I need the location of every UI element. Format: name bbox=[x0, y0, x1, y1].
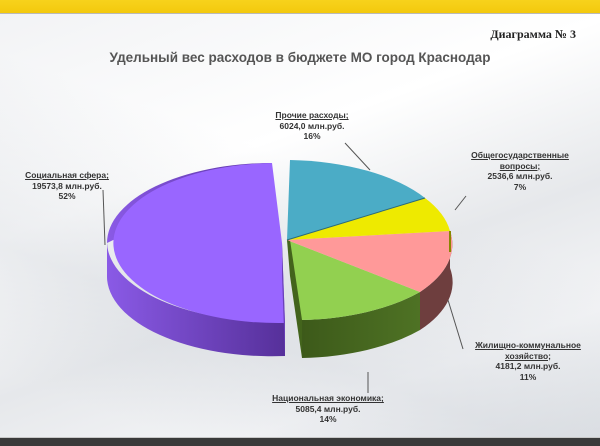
leader-lines bbox=[102, 142, 467, 393]
label-economy-pct: 14% bbox=[319, 414, 337, 424]
label-housing-value: 4181,2 млн.руб. bbox=[495, 361, 561, 371]
label-social-pct: 52% bbox=[58, 191, 76, 201]
slice-other[interactable] bbox=[286, 160, 426, 241]
label-general: Общегосударственные вопросы; 2536,6 млн.… bbox=[460, 150, 580, 192]
label-economy-value: 5085,4 млн.руб. bbox=[295, 403, 361, 414]
chart-title: Удельный вес расходов в бюджете МО город… bbox=[109, 50, 491, 65]
label-housing: Жилищно-коммунальное хозяйство; 4181,2 м… bbox=[470, 340, 586, 382]
diagram-number: Диаграмма № 3 bbox=[490, 27, 576, 41]
label-housing-name2: хозяйство; bbox=[504, 350, 552, 361]
label-social-name: Социальная сфера; bbox=[25, 170, 109, 180]
label-housing-pct: 11% bbox=[519, 371, 537, 382]
slice-general[interactable] bbox=[287, 198, 451, 252]
label-general-value: 2536,6 млн.руб. bbox=[487, 171, 553, 181]
label-social: Социальная сфера; 19573,8 млн.руб. 52% bbox=[14, 170, 120, 202]
label-other: Прочие расходы; 6024,0 млн.руб. 16% bbox=[266, 110, 358, 142]
label-other-name: Прочие расходы; bbox=[275, 110, 349, 120]
slice-social[interactable] bbox=[106, 163, 285, 357]
label-general-name1: Общегосударственные bbox=[471, 150, 569, 160]
label-economy-name: Национальная экономика; bbox=[272, 393, 384, 403]
slice-housing[interactable] bbox=[287, 231, 453, 330]
label-economy: Национальная экономика; 5085,4 млн.руб. … bbox=[262, 393, 394, 425]
label-other-value: 6024,0 млн.руб. bbox=[279, 120, 345, 131]
label-social-value: 19573,8 млн.руб. bbox=[32, 180, 102, 191]
top-accent-bar bbox=[0, 0, 600, 14]
label-other-pct: 16% bbox=[303, 131, 321, 141]
slice-economy[interactable] bbox=[287, 240, 420, 358]
label-general-name2: вопросы; bbox=[499, 160, 541, 171]
label-general-pct: 7% bbox=[513, 181, 527, 192]
bottom-bar bbox=[0, 437, 600, 446]
label-housing-name1: Жилищно-коммунальное bbox=[475, 340, 581, 350]
